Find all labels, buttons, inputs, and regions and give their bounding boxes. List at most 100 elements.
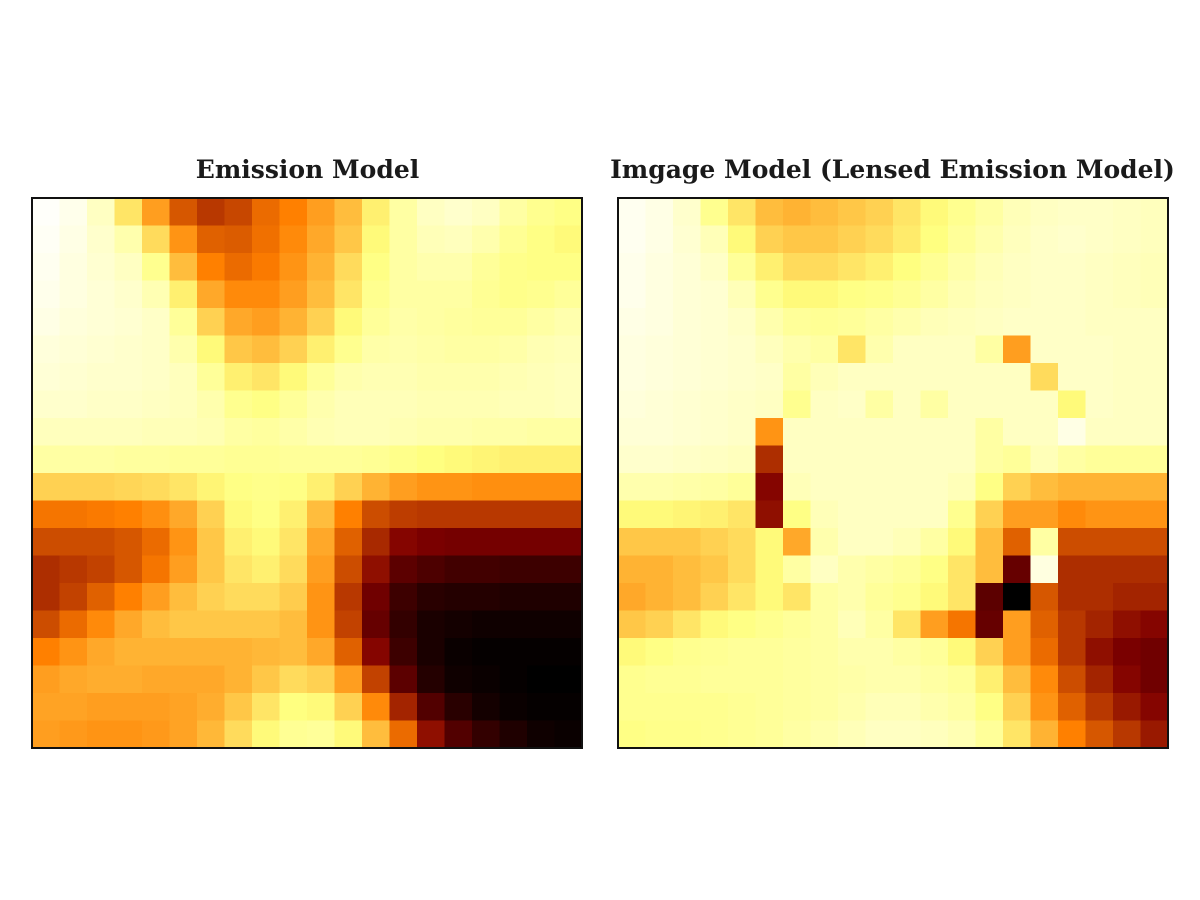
- heatmap-cell-r1-c13: [389, 225, 418, 254]
- heatmap-cell-r18-c5: [755, 693, 784, 722]
- heatmap-cell-r14-c12: [948, 583, 977, 612]
- heatmap-cell-r13-c17: [1085, 555, 1114, 584]
- heatmap-cell-r4-c9: [865, 308, 894, 337]
- heatmap-cell-r7-c14: [1003, 390, 1032, 419]
- heatmap-cell-r17-c19: [1140, 665, 1169, 694]
- heatmap-cell-r6-c14: [417, 363, 446, 392]
- heatmap-cell-r18-c5: [169, 693, 198, 722]
- heatmap-cell-r6-c5: [755, 363, 784, 392]
- heatmap-cell-r11-c12: [948, 500, 977, 529]
- heatmap-cell-r8-c10: [307, 418, 336, 447]
- heatmap-cell-r8-c3: [700, 418, 729, 447]
- heatmap-cell-r2-c15: [444, 253, 473, 282]
- heatmap-cell-r16-c13: [975, 638, 1004, 667]
- heatmap-cell-r19-c17: [499, 720, 528, 749]
- heatmap-cell-r10-c5: [755, 473, 784, 502]
- heatmap-cell-r18-c9: [865, 693, 894, 722]
- heatmap-cell-r5-c16: [1058, 335, 1087, 364]
- heatmap-cell-r2-c8: [252, 253, 281, 282]
- heatmap-cell-r7-c5: [169, 390, 198, 419]
- heatmap-cell-r5-c15: [444, 335, 473, 364]
- heatmap-cell-r7-c7: [810, 390, 839, 419]
- heatmap-cell-r3-c5: [169, 280, 198, 309]
- heatmap-cell-r14-c4: [728, 583, 757, 612]
- heatmap-cell-r11-c18: [1113, 500, 1142, 529]
- heatmap-cell-r12-c16: [472, 528, 501, 557]
- heatmap-cell-r8-c13: [975, 418, 1004, 447]
- heatmap-cell-r4-c1: [645, 308, 674, 337]
- heatmap-cell-r19-c17: [1085, 720, 1114, 749]
- heatmap-cell-r7-c13: [975, 390, 1004, 419]
- heatmap-cell-r4-c18: [527, 308, 556, 337]
- heatmap-cell-r13-c4: [728, 555, 757, 584]
- heatmap-cell-r15-c14: [1003, 610, 1032, 639]
- heatmap-cell-r3-c15: [444, 280, 473, 309]
- heatmap-cell-r15-c15: [1030, 610, 1059, 639]
- heatmap-cell-r5-c17: [499, 335, 528, 364]
- heatmap-cell-r16-c9: [279, 638, 308, 667]
- heatmap-cell-r7-c9: [865, 390, 894, 419]
- heatmap-cell-r14-c2: [87, 583, 116, 612]
- heatmap-cell-r9-c4: [728, 445, 757, 474]
- heatmap-cell-r14-c10: [307, 583, 336, 612]
- heatmap-cell-r18-c8: [252, 693, 281, 722]
- heatmap-cell-r10-c16: [472, 473, 501, 502]
- heatmap-cell-r11-c8: [252, 500, 281, 529]
- heatmap-cell-r14-c12: [362, 583, 391, 612]
- heatmap-cell-r3-c8: [252, 280, 281, 309]
- heatmap-cell-r3-c6: [783, 280, 812, 309]
- heatmap-cell-r6-c13: [975, 363, 1004, 392]
- heatmap-cell-r17-c1: [645, 665, 674, 694]
- heatmap-cell-r17-c12: [362, 665, 391, 694]
- heatmap-cell-r3-c3: [700, 280, 729, 309]
- heatmap-cell-r14-c7: [224, 583, 253, 612]
- heatmap-cell-r4-c5: [169, 308, 198, 337]
- heatmap-cell-r15-c0: [618, 610, 647, 639]
- heatmap-cell-r12-c10: [893, 528, 922, 557]
- heatmap-cell-r19-c0: [618, 720, 647, 749]
- heatmap-cell-r2-c7: [810, 253, 839, 282]
- heatmap-cell-r9-c5: [169, 445, 198, 474]
- heatmap-cell-r4-c11: [920, 308, 949, 337]
- heatmap-cell-r5-c1: [59, 335, 88, 364]
- heatmap-cell-r6-c8: [838, 363, 867, 392]
- heatmap-cell-r14-c6: [197, 583, 226, 612]
- heatmap-cell-r11-c15: [1030, 500, 1059, 529]
- heatmap-cell-r12-c6: [783, 528, 812, 557]
- heatmap-cell-r12-c12: [948, 528, 977, 557]
- heatmap-cell-r16-c9: [865, 638, 894, 667]
- heatmap-cell-r16-c10: [893, 638, 922, 667]
- heatmap-cell-r8-c19: [1140, 418, 1169, 447]
- heatmap-cell-r5-c5: [169, 335, 198, 364]
- heatmap-cell-r6-c16: [1058, 363, 1087, 392]
- heatmap-cell-r16-c2: [87, 638, 116, 667]
- heatmap-cell-r0-c15: [1030, 198, 1059, 227]
- heatmap-cell-r17-c15: [444, 665, 473, 694]
- heatmap-cell-r13-c10: [307, 555, 336, 584]
- heatmap-cell-r16-c17: [1085, 638, 1114, 667]
- heatmap-cell-r16-c8: [252, 638, 281, 667]
- heatmap-cell-r14-c15: [1030, 583, 1059, 612]
- heatmap-cell-r18-c2: [673, 693, 702, 722]
- heatmap-cell-r16-c1: [645, 638, 674, 667]
- heatmap-cell-r1-c18: [1113, 225, 1142, 254]
- heatmap-cell-r5-c14: [1003, 335, 1032, 364]
- heatmap-cell-r9-c16: [472, 445, 501, 474]
- heatmap-cell-r14-c3: [114, 583, 143, 612]
- heatmap-cell-r0-c14: [1003, 198, 1032, 227]
- heatmap-cell-r0-c17: [499, 198, 528, 227]
- heatmap-cell-r11-c14: [417, 500, 446, 529]
- heatmap-cell-r11-c9: [865, 500, 894, 529]
- heatmap-cell-r1-c6: [783, 225, 812, 254]
- heatmap-cell-r11-c0: [32, 500, 61, 529]
- heatmap-cell-r15-c11: [334, 610, 363, 639]
- heatmap-cell-r6-c15: [1030, 363, 1059, 392]
- heatmap-cell-r14-c14: [1003, 583, 1032, 612]
- heatmap-cell-r13-c2: [673, 555, 702, 584]
- heatmap-cell-r17-c3: [114, 665, 143, 694]
- heatmap-cell-r0-c0: [32, 198, 61, 227]
- heatmap-cell-r15-c9: [279, 610, 308, 639]
- heatmap-cell-r14-c0: [32, 583, 61, 612]
- heatmap-cell-r9-c16: [1058, 445, 1087, 474]
- heatmap-cell-r7-c4: [728, 390, 757, 419]
